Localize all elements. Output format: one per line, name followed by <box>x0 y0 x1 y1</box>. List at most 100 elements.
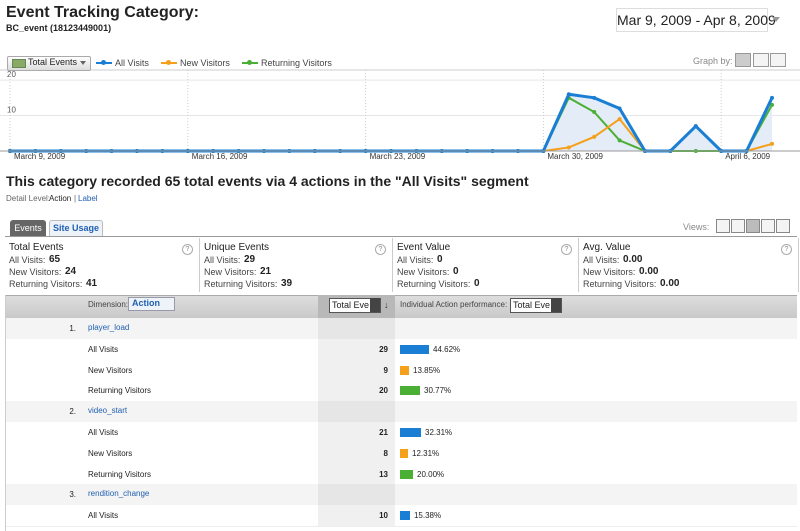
view-button[interactable] <box>776 219 790 233</box>
y-tick-label: 20 <box>7 70 16 79</box>
count-cell <box>318 442 395 464</box>
scorecard-title: Avg. Value <box>583 242 631 253</box>
scorecard-row-value: 24 <box>65 266 77 277</box>
select-arrow <box>551 298 561 312</box>
graph-by-button[interactable] <box>770 53 786 67</box>
scorecard-row-label: Returning Visitors: <box>9 279 83 289</box>
view-button[interactable] <box>746 219 760 233</box>
series-point <box>566 92 571 97</box>
tab[interactable]: Site Usage <box>49 220 103 236</box>
x-tick-label: April 6, 2009 <box>725 152 770 161</box>
area <box>10 94 772 151</box>
series-point <box>770 141 774 146</box>
metric-select-value: Total Eve <box>332 300 370 310</box>
scorecard-row-value: 0 <box>437 254 443 265</box>
share-bar <box>400 386 420 396</box>
x-tick-label: March 9, 2009 <box>14 152 66 161</box>
segment-name: Returning Visitors <box>88 386 151 396</box>
legend-dot <box>247 60 252 65</box>
table-left-rule <box>5 295 6 531</box>
help-icon[interactable]: ? <box>375 244 386 255</box>
metric-label: Total Events <box>28 57 78 67</box>
page-subtitle: BC_event (18123449001) <box>6 23 112 33</box>
count-cell <box>318 318 395 339</box>
scorecard <box>579 238 799 292</box>
performance-select-value: Total Eve <box>513 300 551 310</box>
share-label: 32.31% <box>425 428 453 437</box>
action-name[interactable]: player_load <box>88 323 130 332</box>
performance-label: Individual Action performance: <box>400 300 508 309</box>
chart: 10 20 March 9, 2009 March 16, 2009 March 23,… <box>0 69 800 161</box>
scorecard-row-label: New Visitors: <box>9 267 62 277</box>
action-name[interactable]: rendition_change <box>88 489 150 499</box>
share-label: 30.77% <box>424 386 452 396</box>
series-point <box>566 145 571 150</box>
series-line <box>10 92 774 153</box>
dimension-select[interactable] <box>128 297 175 311</box>
graph-by-button[interactable] <box>735 53 751 67</box>
scorecard-row-value: 65 <box>49 254 61 265</box>
graph-by-button[interactable] <box>753 53 769 67</box>
help-icon[interactable]: ? <box>561 244 572 255</box>
share-bar <box>400 365 409 375</box>
share-bar <box>400 469 413 479</box>
scorecard-row-value: 0 <box>453 266 459 277</box>
detail-link[interactable]: Label <box>78 194 98 203</box>
series-point <box>770 102 774 107</box>
action-rank: 3. <box>69 490 76 500</box>
count-cell <box>318 401 395 422</box>
series-point <box>592 110 597 114</box>
scorecard-row-label: Returning Visitors: <box>397 279 471 289</box>
share-bar <box>400 344 429 354</box>
legend-label: All Visits <box>115 58 149 68</box>
scorecard <box>200 238 393 292</box>
share-bar <box>400 511 410 521</box>
metric-select[interactable] <box>329 298 381 313</box>
scorecard-title: Unique Events <box>204 242 270 253</box>
scorecard-row-label: All Visits: <box>204 255 241 265</box>
metric-button[interactable] <box>7 56 91 71</box>
action-name[interactable]: video_start <box>88 406 128 416</box>
x-tick-label: March 16, 2009 <box>192 152 248 161</box>
series-line <box>10 96 773 152</box>
count-cell <box>318 484 395 506</box>
view-button[interactable] <box>716 219 730 233</box>
x-tick-label: March 23, 2009 <box>370 152 426 161</box>
scorecard-row-label: New Visitors: <box>397 267 450 277</box>
segment-value: 20 <box>379 386 388 396</box>
series-point <box>770 95 774 100</box>
view-button[interactable] <box>761 219 775 233</box>
scorecard-title: Event Value <box>397 242 451 253</box>
date-range[interactable]: Mar 9, 2009 - Apr 8, 2009 <box>616 8 776 32</box>
x-tick-label: March 30, 2009 <box>547 152 603 161</box>
scorecard-row-label: Returning Visitors: <box>204 279 278 289</box>
performance-select[interactable] <box>510 298 562 313</box>
series-point <box>592 95 597 100</box>
share-bar <box>400 448 408 458</box>
sort-arrow: ↓ <box>384 300 389 310</box>
action-rank: 1. <box>69 324 76 333</box>
series-point <box>617 106 622 111</box>
legend-dot <box>166 60 171 65</box>
summary-heading: This category recorded 65 total events v… <box>6 173 529 189</box>
share-bar <box>400 428 421 437</box>
series-point <box>592 134 597 139</box>
help-icon[interactable]: ? <box>182 244 193 255</box>
graph-by-label: Graph by: <box>693 56 733 66</box>
share-label: 44.62% <box>433 344 461 354</box>
metric-arrow <box>80 61 86 65</box>
count-cell <box>318 380 395 402</box>
view-button[interactable] <box>731 219 745 233</box>
select-arrow <box>370 298 380 312</box>
segment-name: All Visits <box>88 344 119 354</box>
views-label: Views: <box>683 222 710 232</box>
segment-name: New Visitors <box>88 365 133 375</box>
help-icon[interactable]: ? <box>781 244 792 255</box>
tab-active[interactable]: Events <box>10 220 46 236</box>
scorecard-row-value: 21 <box>260 266 272 277</box>
segment-value: 29 <box>379 344 388 354</box>
scorecard-row-value: 0.00 <box>660 278 680 289</box>
scorecard-row-value: 0.00 <box>623 254 643 265</box>
scorecard-row-value: 41 <box>86 278 98 289</box>
